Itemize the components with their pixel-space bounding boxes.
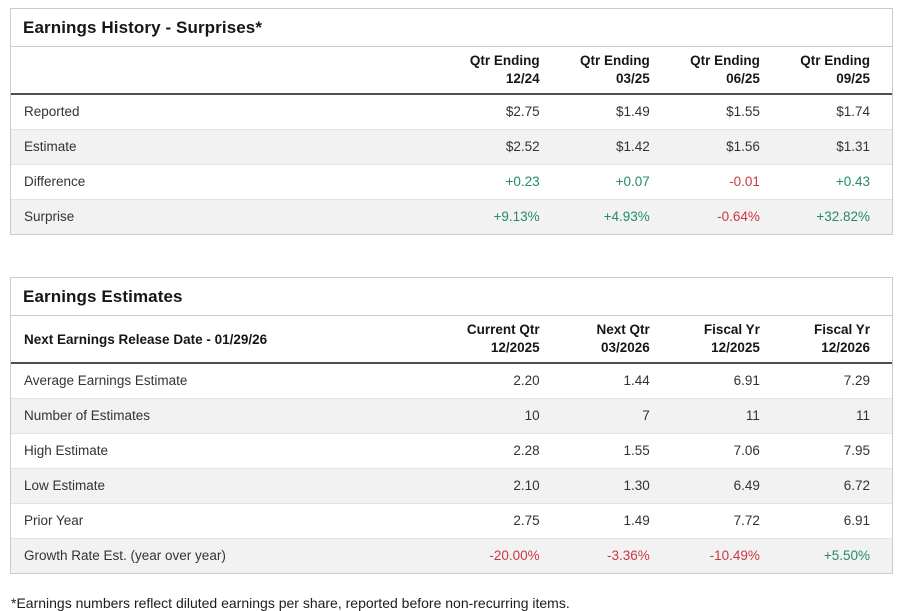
table-row: Reported $2.75 $1.49 $1.55 $1.74 <box>11 93 892 130</box>
cell-value: 6.91 <box>671 362 782 399</box>
cell-value: 6.91 <box>781 503 892 539</box>
earnings-estimates-table: Next Earnings Release Date - 01/29/26 Cu… <box>11 316 892 574</box>
earnings-history-body: Reported $2.75 $1.49 $1.55 $1.74 Estimate $2.5… <box>11 93 892 235</box>
table-row: Prior Year 2.75 1.49 7.72 6.91 <box>11 503 892 539</box>
earnings-estimates-panel: Earnings Estimates Next Earnings Release… <box>10 277 893 575</box>
cell-value: -0.01 <box>671 164 782 200</box>
table-row: Difference +0.23 +0.07 -0.01 +0.43 <box>11 164 892 200</box>
column-header: Fiscal Yr 12/2025 <box>671 316 782 365</box>
cell-value: 10 <box>451 398 562 434</box>
cell-value: $2.75 <box>451 93 562 130</box>
column-header: Fiscal Yr 12/2026 <box>781 316 892 365</box>
row-label: Estimate <box>11 129 452 165</box>
earnings-history-table: Qtr Ending 12/24 Qtr Ending 03/25 Qtr Endi… <box>11 47 892 235</box>
cell-value: 7.06 <box>671 433 782 469</box>
next-earnings-release-date-label: Next Earnings Release Date - 01/29/26 <box>11 316 452 365</box>
table-row: Number of Estimates 10 7 11 11 <box>11 398 892 434</box>
row-label: Growth Rate Est. (year over year) <box>11 538 452 574</box>
row-label: Average Earnings Estimate <box>11 362 452 399</box>
cell-value: $2.52 <box>451 129 562 165</box>
cell-value: 1.44 <box>561 362 672 399</box>
table-row: Low Estimate 2.10 1.30 6.49 6.72 <box>11 468 892 504</box>
column-header: Qtr Ending 09/25 <box>781 47 892 96</box>
column-header: Qtr Ending 06/25 <box>671 47 782 96</box>
cell-value: +0.43 <box>781 164 892 200</box>
cell-value: 2.75 <box>451 503 562 539</box>
row-label: Number of Estimates <box>11 398 452 434</box>
earnings-history-panel: Earnings History - Surprises* Qtr Ending… <box>10 8 893 236</box>
cell-value: $1.49 <box>561 93 672 130</box>
cell-value: $1.74 <box>781 93 892 130</box>
cell-value: 2.28 <box>451 433 562 469</box>
cell-value: +5.50% <box>781 538 892 574</box>
cell-value: 6.49 <box>671 468 782 504</box>
table-row: Surprise +9.13% +4.93% -0.64% +32.82% <box>11 199 892 235</box>
column-header: Current Qtr 12/2025 <box>451 316 562 365</box>
table-row: Estimate $2.52 $1.42 $1.56 $1.31 <box>11 129 892 165</box>
cell-value: 7 <box>561 398 672 434</box>
earnings-estimates-title: Earnings Estimates <box>11 278 892 317</box>
row-label: High Estimate <box>11 433 452 469</box>
earnings-history-title: Earnings History - Surprises* <box>11 9 892 47</box>
row-label: Prior Year <box>11 503 452 539</box>
row-label: Reported <box>11 93 452 130</box>
cell-value: +9.13% <box>451 199 562 235</box>
column-header: Qtr Ending 03/25 <box>561 47 672 96</box>
cell-value: 7.29 <box>781 362 892 399</box>
cell-value: 2.10 <box>451 468 562 504</box>
footnote: *Earnings numbers reflect diluted earnin… <box>11 595 570 611</box>
column-header: Qtr Ending 12/24 <box>451 47 562 96</box>
cell-value: $1.31 <box>781 129 892 165</box>
cell-value: $1.42 <box>561 129 672 165</box>
earnings-estimates-header-row: Next Earnings Release Date - 01/29/26 Cu… <box>11 316 892 365</box>
cell-value: $1.56 <box>671 129 782 165</box>
cell-value: +32.82% <box>781 199 892 235</box>
cell-value: 7.72 <box>671 503 782 539</box>
cell-value: 2.20 <box>451 362 562 399</box>
cell-value: +4.93% <box>561 199 672 235</box>
cell-value: +0.07 <box>561 164 672 200</box>
cell-value: -10.49% <box>671 538 782 574</box>
earnings-history-header-row: Qtr Ending 12/24 Qtr Ending 03/25 Qtr Endi… <box>11 47 892 96</box>
cell-value: -20.00% <box>451 538 562 574</box>
header-spacer <box>11 47 452 96</box>
cell-value: 1.49 <box>561 503 672 539</box>
cell-value: 1.30 <box>561 468 672 504</box>
row-label: Low Estimate <box>11 468 452 504</box>
cell-value: 11 <box>671 398 782 434</box>
cell-value: 6.72 <box>781 468 892 504</box>
row-label: Surprise <box>11 199 452 235</box>
table-row: High Estimate 2.28 1.55 7.06 7.95 <box>11 433 892 469</box>
cell-value: +0.23 <box>451 164 562 200</box>
column-header: Next Qtr 03/2026 <box>561 316 672 365</box>
cell-value: $1.55 <box>671 93 782 130</box>
cell-value: 1.55 <box>561 433 672 469</box>
cell-value: 11 <box>781 398 892 434</box>
table-row: Growth Rate Est. (year over year) -20.00%… <box>11 538 892 574</box>
cell-value: -3.36% <box>561 538 672 574</box>
table-row: Average Earnings Estimate 2.20 1.44 6.91 7.2… <box>11 362 892 399</box>
cell-value: 7.95 <box>781 433 892 469</box>
row-label: Difference <box>11 164 452 200</box>
earnings-estimates-body: Average Earnings Estimate 2.20 1.44 6.91 7.2… <box>11 362 892 574</box>
cell-value: -0.64% <box>671 199 782 235</box>
